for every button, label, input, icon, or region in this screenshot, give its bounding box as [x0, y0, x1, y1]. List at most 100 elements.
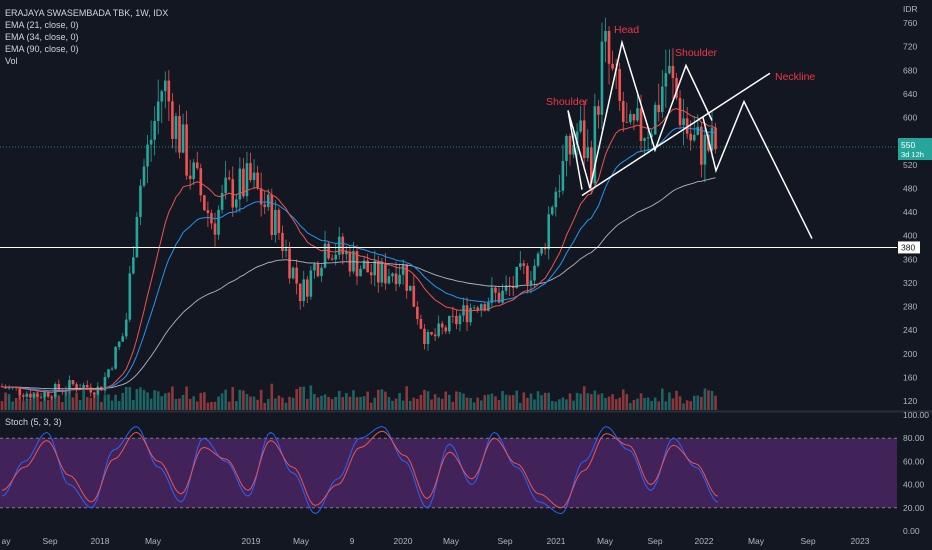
volume-bar [142, 389, 146, 410]
candle-body [203, 195, 206, 211]
currency-label: IDR [903, 4, 918, 14]
volume-bar [36, 390, 39, 410]
candle-body [629, 114, 632, 123]
price-tick-label: 160 [903, 372, 917, 382]
candle-body [181, 124, 185, 153]
time-tick-label: Sep [497, 536, 512, 546]
volume-bar [291, 397, 295, 410]
candle-body [185, 124, 188, 176]
volume-bar [114, 394, 117, 410]
head-shoulders-pattern [567, 39, 713, 190]
candle-body [607, 30, 611, 64]
volume-bar [529, 393, 533, 410]
time-tick-label: May [597, 536, 614, 546]
volume-bar [210, 401, 213, 410]
candle-body [423, 328, 426, 345]
volume-bar [607, 396, 611, 410]
ema-34-line [1, 126, 716, 392]
candle-body [139, 185, 142, 217]
stoch-tick-label: 0.00 [903, 526, 920, 536]
candle-body [43, 391, 46, 398]
volume-bar [117, 400, 121, 410]
volume-bar [39, 401, 43, 410]
volume-bar [451, 401, 455, 410]
volume-bar [164, 393, 167, 410]
candle-body [618, 69, 621, 101]
volume-bar [497, 399, 501, 410]
volume-bar [479, 400, 483, 410]
candle-body [334, 254, 337, 260]
candle-body [384, 263, 387, 284]
stoch-d-line [1, 430, 719, 509]
volume-bar [235, 401, 238, 410]
volume-bar [32, 392, 36, 410]
volume-bar [103, 395, 107, 410]
volume-bar [270, 383, 274, 410]
volume-bar [476, 397, 479, 410]
volume-bar [582, 386, 586, 410]
volume-bar [334, 396, 337, 410]
candle-body [561, 161, 565, 191]
volume-bar [405, 386, 408, 410]
volume-bar [377, 389, 380, 410]
volume-bar [231, 387, 235, 410]
candle-body [110, 368, 114, 370]
candle-body [295, 267, 298, 284]
candle-body [245, 163, 249, 197]
volume-bar [547, 392, 550, 410]
candle-body [582, 120, 586, 158]
annotation-label: Shoulder [675, 47, 718, 59]
volume-bar [639, 393, 643, 410]
price-tick-label: 760 [903, 18, 917, 28]
candle-body [85, 384, 89, 388]
volume-bar [188, 399, 192, 410]
volume-bar [646, 397, 650, 410]
price-tick-label: 440 [903, 207, 917, 217]
volume-bar [575, 392, 579, 410]
volume-bar [515, 390, 519, 410]
volume-bar [621, 389, 625, 410]
candle-body [625, 122, 629, 123]
candle-body [426, 331, 430, 345]
candle-body [508, 285, 511, 287]
volume-bar [242, 390, 245, 410]
volume-bar [110, 400, 114, 410]
candle-body [103, 377, 107, 391]
candle-body [600, 41, 604, 115]
candle-body [195, 162, 199, 169]
candle-body [412, 285, 416, 307]
volume-bar [508, 395, 511, 410]
candle-body [373, 260, 377, 276]
volume-bar [519, 402, 522, 410]
volume-bar [437, 397, 440, 410]
volume-bar [543, 392, 547, 410]
volume-bar [107, 394, 110, 410]
volume-bar [4, 392, 7, 410]
volume-bar [323, 394, 327, 410]
volume-bar [511, 395, 515, 410]
support-level-tag [898, 241, 920, 254]
candle-body [149, 139, 153, 145]
volume-bar [423, 389, 426, 410]
volume-bar [501, 391, 504, 410]
volume-bar [139, 387, 142, 410]
price-tick-label: 400 [903, 231, 917, 241]
candle-body [590, 147, 593, 184]
candle-body [632, 114, 636, 121]
volume-bar [579, 393, 582, 410]
volume-bar [416, 398, 419, 410]
volume-bar [504, 394, 508, 410]
volume-bar [57, 395, 61, 410]
candle-body [39, 396, 43, 398]
candle-body [547, 214, 550, 250]
volume-bar [600, 393, 604, 410]
candle-body [682, 118, 685, 126]
candle-body [568, 135, 572, 155]
price-tick-label: 520 [903, 160, 917, 170]
price-tick-label: 640 [903, 89, 917, 99]
candle-body [277, 209, 281, 233]
price-tick-label: 320 [903, 278, 917, 288]
candle-body [121, 336, 124, 342]
volume-bar [146, 392, 149, 410]
